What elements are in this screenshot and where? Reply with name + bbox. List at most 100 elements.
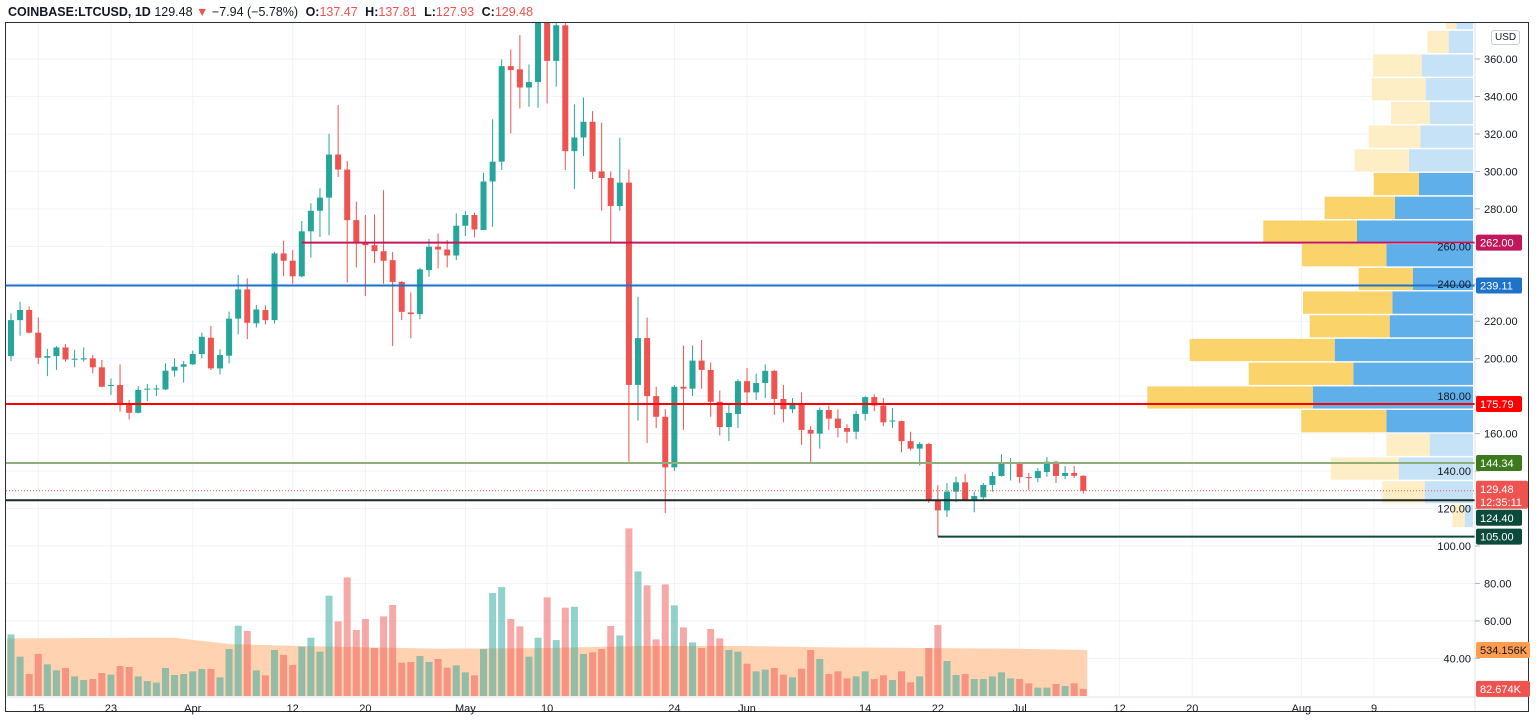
volume-bar: [516, 626, 524, 696]
profile-up-bar: [1425, 78, 1473, 101]
candle-body: [844, 428, 851, 432]
currency-badge[interactable]: USD: [1491, 30, 1521, 45]
candle-body: [144, 388, 151, 390]
volume-bar: [634, 571, 642, 696]
volume-bar: [361, 619, 369, 696]
last-price: 129.48: [154, 5, 193, 19]
candle-body: [789, 403, 796, 410]
volume-bar: [670, 605, 678, 696]
profile-down-bar: [1427, 30, 1449, 54]
low-value: 127.93: [435, 5, 475, 19]
level-price-tag-label: 144.34: [1480, 458, 1514, 470]
triangle-down-icon: ▼: [196, 5, 209, 19]
volume-bar: [271, 650, 279, 696]
volume-bar: [579, 653, 587, 696]
candle-body: [498, 66, 505, 162]
volume-bar: [652, 639, 660, 696]
y-tick-label: 100.00: [1437, 541, 1471, 553]
volume-bar: [216, 677, 224, 696]
price-axis[interactable]: 360.00 340.00 320.00 300.00 280.00 260.00 240.…: [1437, 54, 1517, 665]
x-tick-label: 24: [668, 703, 680, 715]
candle-body: [462, 215, 469, 226]
profile-down-bar: [1354, 149, 1409, 172]
volume-tag-label: 82.674K: [1480, 684, 1522, 696]
open-label: O:: [305, 5, 320, 19]
candle-body: [1043, 461, 1050, 473]
volume-bar: [988, 676, 996, 696]
y-tick-label: 40.00: [1443, 653, 1471, 665]
volume-bar: [943, 661, 951, 696]
candle-body: [680, 386, 687, 389]
candle-body: [389, 260, 396, 282]
candle-body: [1016, 463, 1023, 478]
level-price-tag-label: 175.79: [1480, 399, 1514, 411]
chart-frame[interactable]: [5, 22, 1529, 712]
volume-bar: [480, 648, 488, 696]
profile-down-bar: [1358, 267, 1413, 290]
volume-bar: [198, 669, 206, 696]
profile-up-bar: [1389, 315, 1473, 338]
plot-area[interactable]: [6, 0, 1475, 696]
volume-bar: [761, 669, 769, 696]
candle-body: [44, 356, 51, 358]
candle-body: [553, 25, 560, 61]
volume-bar: [997, 672, 1005, 696]
volume-bar: [307, 637, 315, 696]
profile-up-bar: [1464, 504, 1473, 528]
volume-bar: [1034, 687, 1042, 696]
volume-bar: [979, 679, 987, 696]
volume-bar: [907, 682, 915, 696]
candle-body: [689, 360, 696, 389]
profile-down-bar: [1386, 433, 1430, 456]
candle-body: [217, 354, 224, 369]
candle-body: [8, 320, 14, 357]
volume-bar: [1025, 683, 1033, 696]
volume-bar: [534, 637, 542, 696]
symbol-name[interactable]: COINBASE:LTCUSD, 1D: [8, 5, 151, 19]
profile-down-bar: [1445, 23, 1457, 30]
volume-bar: [961, 674, 969, 696]
x-tick-label: 22: [932, 703, 944, 715]
profile-down-bar: [1303, 291, 1393, 314]
volume-bar: [616, 635, 624, 696]
low-label: L:: [424, 5, 436, 19]
candle-body: [298, 231, 305, 277]
volume-bar: [1052, 684, 1060, 696]
profile-down-bar: [1368, 125, 1421, 148]
volume-bar: [589, 652, 597, 696]
volume-bar: [1079, 688, 1087, 696]
y-tick-label: 120.00: [1437, 504, 1471, 516]
volume-profile: [1147, 23, 1473, 528]
candle-body: [1062, 472, 1069, 476]
time-axis[interactable]: 15 23 Apr 12 20 May 10 24 Jun 14 22 Jul 12 20 Aug 9: [32, 703, 1377, 715]
candle-body: [135, 389, 142, 413]
volume-bar: [98, 673, 106, 696]
level-price-tag-label: 239.11: [1480, 280, 1513, 292]
candle-body: [1080, 475, 1087, 491]
y-tick-label: 220.00: [1484, 316, 1518, 328]
candle-body: [707, 369, 714, 402]
y-tick-label: 240.00: [1437, 279, 1471, 291]
volume-bar: [788, 677, 796, 696]
last-price-label: 129.48: [1480, 484, 1514, 496]
volume-bar: [125, 666, 133, 696]
x-tick-label: 15: [32, 703, 44, 715]
volume-bar: [898, 671, 906, 696]
candle-body: [662, 416, 669, 468]
candle-body: [725, 413, 732, 428]
candle-body: [435, 246, 442, 250]
candle-body: [953, 482, 960, 492]
horizontal-levels[interactable]: [6, 241, 1475, 538]
volume-bar: [843, 678, 851, 696]
x-tick-label: 20: [359, 703, 371, 715]
candle-body: [853, 413, 860, 432]
profile-down-bar: [1301, 410, 1387, 433]
profile-down-bar: [1330, 457, 1399, 480]
candle-body: [698, 360, 705, 370]
candle-body: [80, 358, 87, 360]
profile-down-bar: [1309, 315, 1390, 338]
y-tick-label: 180.00: [1437, 391, 1471, 403]
volume-bar: [370, 648, 378, 696]
candle-body: [362, 243, 369, 246]
